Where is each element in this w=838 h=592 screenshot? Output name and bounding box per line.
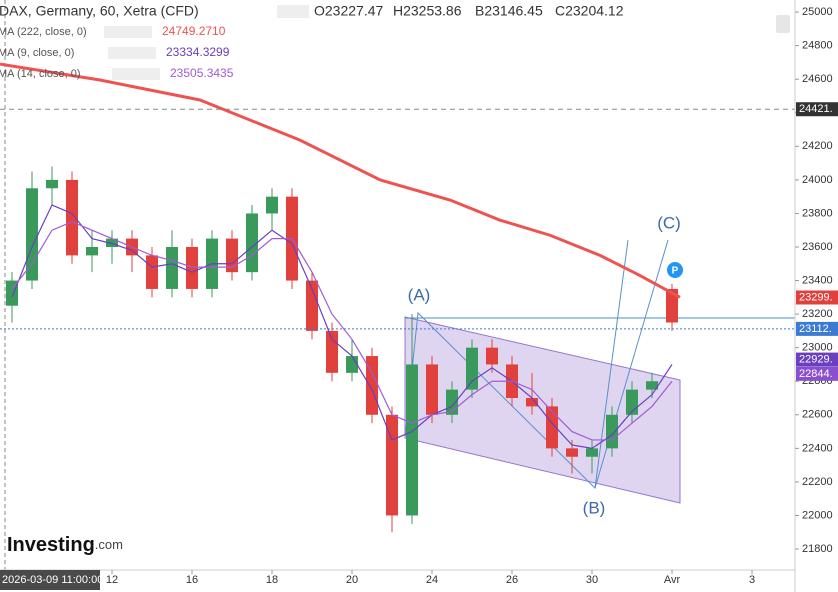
- legend-label: MA (9, close, 0): [0, 47, 74, 59]
- chart-title: DAX, Germany, 60, Xetra (CFD): [0, 3, 199, 19]
- legend-value: 24749.2710: [162, 24, 226, 38]
- y-tick-label: 23200: [802, 308, 833, 320]
- candle-body: [186, 246, 198, 289]
- y-tick-label: 24200: [802, 140, 833, 152]
- y-tick-label: 22000: [802, 509, 833, 521]
- x-tick-label: 26: [506, 574, 518, 586]
- x-tick-label: 12: [106, 574, 118, 586]
- y-tick-label: 22400: [802, 442, 833, 454]
- plot-area: [0, 0, 795, 570]
- moving-average: [0, 62, 681, 299]
- wave-line: [594, 239, 629, 489]
- marker[interactable]: [667, 262, 683, 278]
- x-tick-label: 3: [749, 574, 755, 586]
- brand-name: Investing: [7, 534, 95, 556]
- ohlc-label: O23227.47: [314, 3, 383, 19]
- price-tag-label: 23299.: [799, 291, 833, 303]
- candle-body: [146, 255, 158, 289]
- y-tick-label: 25000: [802, 6, 833, 18]
- candle-body: [586, 448, 598, 457]
- y-tick-label: 21800: [802, 543, 833, 555]
- ohlc-label: B23146.45: [475, 3, 543, 19]
- legend-icons[interactable]: [112, 68, 160, 80]
- x-tick-label: Avr: [664, 574, 681, 586]
- candle-body: [326, 330, 338, 373]
- candle-body: [6, 280, 18, 306]
- y-tick-label: 22600: [802, 409, 833, 421]
- price-tag: [796, 102, 838, 117]
- scroll-button[interactable]: [776, 15, 790, 33]
- candle-body: [466, 347, 478, 390]
- candle-body: [486, 347, 498, 365]
- y-tick-label: 23400: [802, 274, 833, 286]
- cursor-label: 2026-03-09 11:00:00: [2, 574, 103, 586]
- candle-body: [426, 364, 438, 415]
- price-tag: [796, 290, 838, 305]
- candle-body: [366, 356, 378, 415]
- legend-label: MA (14, close, 0): [0, 68, 81, 80]
- marker-label: P: [672, 266, 679, 277]
- candle-body: [546, 406, 558, 449]
- header: DAX, Germany, 60, Xetra (CFD) O23227.47 …: [0, 3, 624, 19]
- candle-body: [166, 246, 178, 289]
- price-tag-label: 22844.: [799, 368, 833, 380]
- candle-body: [606, 414, 618, 449]
- legend-value: 23505.3435: [170, 66, 234, 80]
- y-tick-label: 24800: [802, 40, 833, 52]
- wave-label: (C): [657, 213, 681, 232]
- candle-body: [346, 356, 358, 373]
- price-tag-label: 24421.: [799, 103, 833, 115]
- price-tag-label: 23112.: [799, 323, 832, 335]
- ohlc-label: H23253.86: [393, 3, 462, 19]
- legend-icons[interactable]: [108, 47, 156, 59]
- price-tag: [796, 366, 838, 381]
- candle-body: [106, 238, 118, 247]
- x-tick-label: 30: [586, 574, 598, 586]
- legend-icons[interactable]: [104, 26, 152, 38]
- candle-body: [26, 188, 38, 281]
- candle-body: [646, 381, 658, 390]
- candle-body: [306, 280, 318, 331]
- brand: Investing.com: [7, 534, 123, 556]
- x-tick-label: 20: [346, 574, 358, 586]
- y-tick-label: 23600: [802, 241, 833, 253]
- price-tag: [796, 352, 838, 367]
- x-tick-label: 18: [266, 574, 278, 586]
- header-icons[interactable]: [277, 5, 309, 18]
- price-tag: [796, 321, 838, 336]
- moving-average: [11, 204, 673, 449]
- legend: MA (222, close, 0) 24749.2710 MA (9, close…: [0, 24, 234, 80]
- moving-average: [11, 221, 673, 441]
- candle-body: [46, 179, 58, 189]
- ohlc-label: C23204.12: [555, 3, 624, 19]
- y-tick-label: 24600: [802, 73, 833, 85]
- legend-value: 23334.3299: [166, 45, 230, 59]
- price-tag-label: 22929.: [799, 353, 833, 365]
- candle-body: [566, 448, 578, 457]
- y-tick-label: 23000: [802, 342, 833, 354]
- brand-suffix: .com: [95, 537, 123, 552]
- x-tick-label: 24: [426, 574, 438, 586]
- wave-label: (B): [583, 498, 606, 517]
- candle-body: [666, 288, 678, 323]
- x-tick-label: 16: [186, 574, 198, 586]
- cursor-tag: [0, 570, 100, 590]
- legend-label: MA (222, close, 0): [0, 26, 87, 38]
- y-tick-label: 23800: [802, 207, 833, 219]
- y-tick-label: 22200: [802, 476, 833, 488]
- candle-body: [66, 179, 78, 256]
- candle-body: [266, 196, 278, 214]
- candle-body: [86, 246, 98, 256]
- candle-body: [406, 364, 418, 516]
- candle-body: [526, 398, 538, 407]
- candle-body: [386, 414, 398, 516]
- wave-label: (A): [408, 285, 431, 304]
- y-tick-label: 24000: [802, 174, 833, 186]
